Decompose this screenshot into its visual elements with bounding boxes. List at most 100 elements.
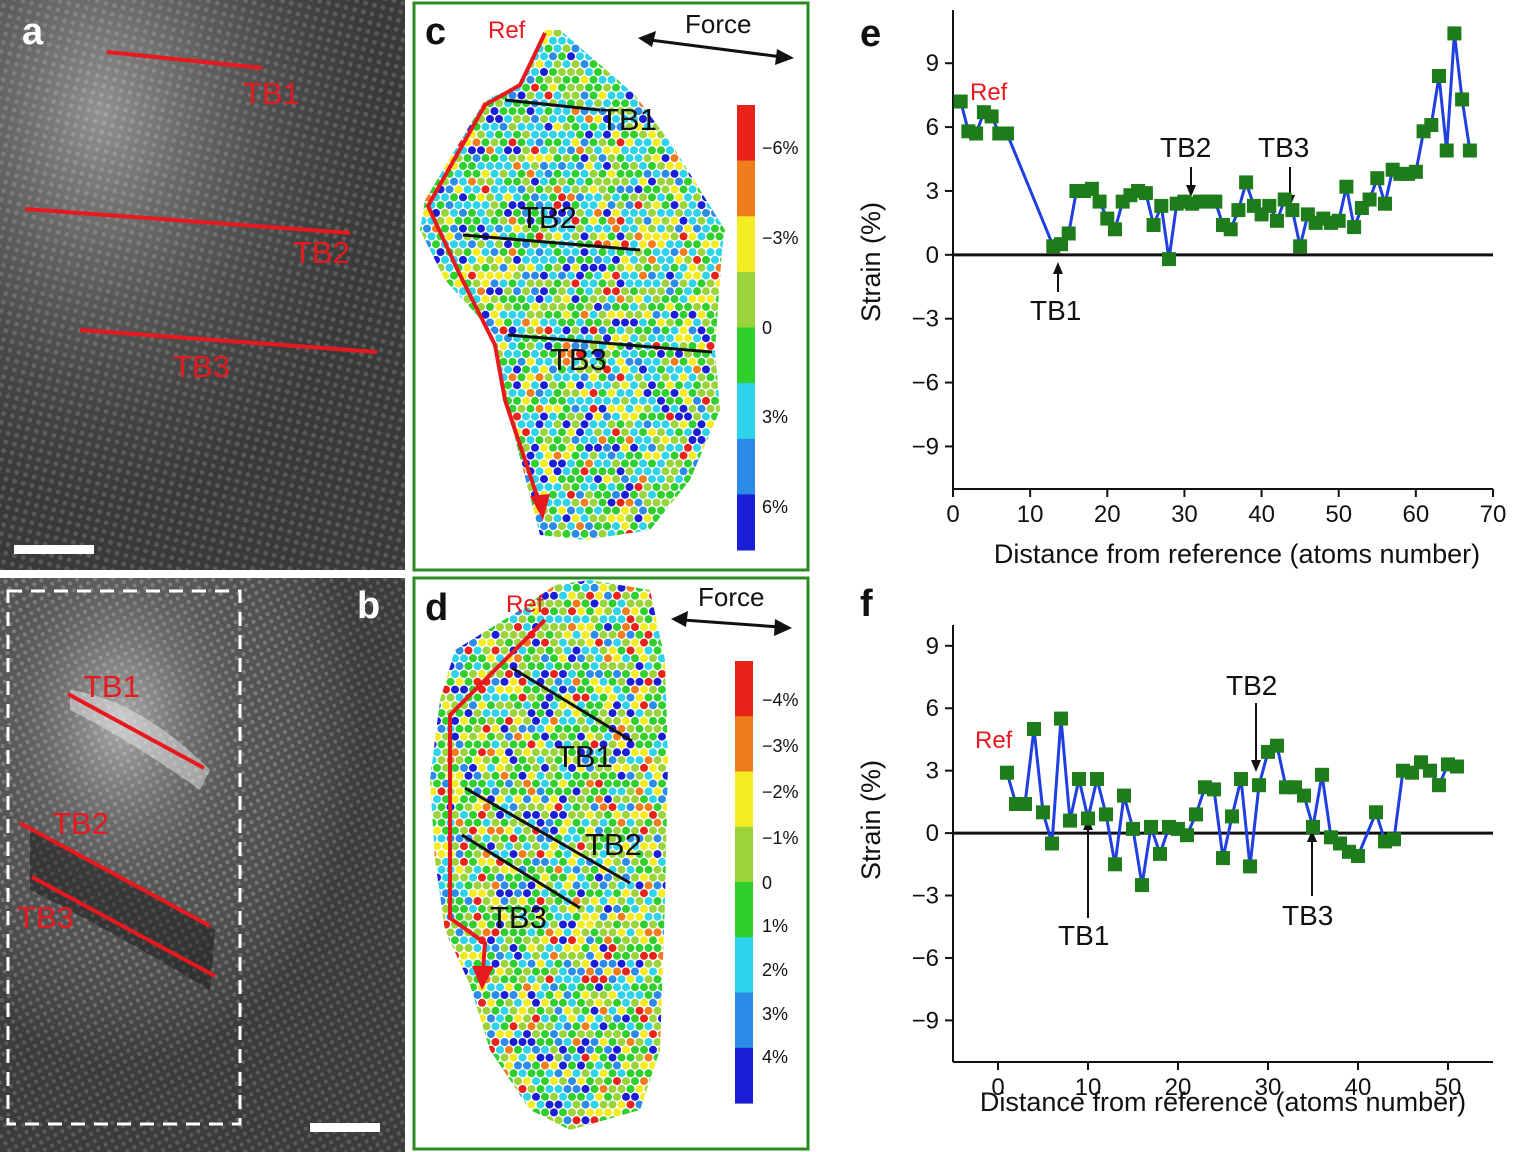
atom-dot [478,998,486,1007]
atom-dot [626,787,635,796]
atom-dot [559,857,567,866]
atom-dot [621,506,629,515]
atom-dot [617,724,626,733]
atom-dot [640,857,648,866]
atom-dot [679,169,688,178]
atom-dot [558,318,566,327]
atom-dot [568,623,576,631]
panel-e-data-point [1100,211,1115,226]
atom-dot [535,467,544,476]
atom-dot [451,826,459,835]
atom-dot [643,467,652,476]
atom-dot [622,701,630,710]
atom-dot [459,193,467,202]
atom-dot [625,483,634,491]
atom-dot [437,756,446,765]
atom-dot [595,842,603,851]
atom-dot [617,599,626,608]
atom-dot [625,232,634,241]
atom-dot [496,623,504,631]
atom-dot [505,638,513,647]
atom-dot [580,138,589,147]
atom-dot [616,138,625,147]
atom-dot [459,161,467,170]
atom-dot [613,1077,621,1086]
atom-dot [508,389,517,397]
atom-dot [553,107,562,116]
atom-dot [590,756,599,765]
atom-dot [536,709,545,718]
atom-dot [581,599,590,608]
atom-dot [572,1069,581,1078]
atom-dot [487,1030,495,1039]
atom-dot [568,920,576,929]
atom-dot [535,169,544,178]
atom-dot [437,865,446,874]
atom-dot [454,248,463,257]
atom-dot [445,201,454,210]
atom-dot [697,342,706,350]
atom-dot [563,975,572,984]
atom-dot [481,216,490,225]
atom-dot [540,459,548,468]
atom-dot [571,342,580,350]
atom-dot [482,724,491,733]
atom-dot [604,951,612,960]
atom-dot [720,224,725,233]
atom-dot [608,662,617,671]
atom-dot [536,897,545,905]
atom-dot [585,208,593,217]
atom-dot [607,373,616,382]
atom-dot [590,912,599,921]
atom-dot [634,185,643,194]
atom-dot [482,756,491,765]
atom-dot [482,834,491,843]
atom-dot [544,436,553,444]
atom-dot [563,959,572,968]
atom-dot [580,436,589,444]
atom-dot [540,83,548,92]
atom-dot [603,506,611,515]
atom-dot [541,623,549,631]
atom-dot [675,428,683,437]
atom-dot [571,483,580,491]
atom-dot [535,357,544,366]
atom-dot [535,326,544,335]
atom-dot [622,810,630,819]
atom-dot [571,420,580,429]
atom-dot [666,146,674,155]
atom-dot [550,904,558,913]
atom-dot [508,295,517,304]
atom-dot [581,787,590,796]
atom-dot [540,193,548,202]
atom-dot [526,107,535,116]
atom-dot [500,756,509,765]
atom-dot [549,193,557,202]
atom-dot [589,373,598,382]
atom-dot [562,514,571,523]
atom-dot [460,795,468,804]
atom-dot [505,1061,513,1070]
panel-f-x-tick-label: 30 [1255,1074,1282,1101]
atom-dot [590,677,599,686]
atom-dot [613,983,621,992]
atom-dot [639,412,647,421]
atom-dot [504,255,512,264]
atom-dot [518,756,527,765]
panel-d-cb-label: 4% [762,1047,788,1067]
atom-dot [500,897,509,905]
atom-dot [455,803,464,812]
atom-dot [576,318,584,327]
atom-dot [613,810,621,819]
atom-dot [631,732,639,741]
atom-dot [487,810,495,819]
atom-dot [630,349,638,358]
atom-dot [531,68,539,76]
atom-dot [571,138,580,147]
atom-dot [604,920,612,929]
atom-dot [617,677,626,686]
atom-dot [643,498,652,507]
atom-dot [567,146,575,155]
atom-dot [545,1006,554,1015]
atom-dot [626,818,635,827]
